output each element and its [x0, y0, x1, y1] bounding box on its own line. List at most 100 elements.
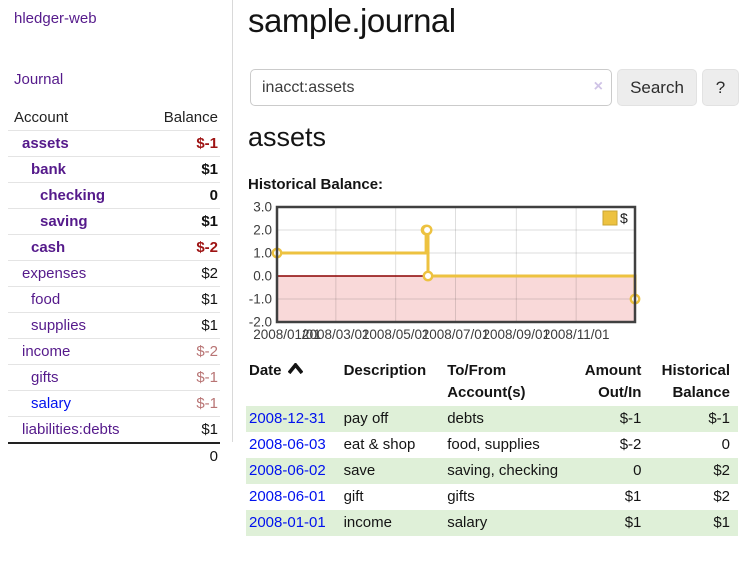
account-row: checking 0 — [8, 182, 220, 209]
account-row: saving $1 — [8, 208, 220, 235]
account-row: liabilities:debts $1 — [8, 416, 220, 443]
transaction-date-link[interactable]: 2008-06-03 — [249, 436, 326, 453]
account-link[interactable]: cash — [31, 239, 66, 256]
transaction-description: income — [343, 514, 392, 531]
account-link[interactable]: income — [22, 343, 71, 360]
register-table-body: 2008-12-31 pay off debts $-1 $-1 2008-06-03 ea… — [246, 406, 738, 536]
x-tick-label: 2008/01/01 — [253, 327, 321, 342]
transaction-balance: $1 — [713, 514, 730, 531]
search-input[interactable] — [250, 69, 612, 106]
transaction-accounts: debts — [447, 410, 484, 427]
account-link[interactable]: checking — [40, 187, 106, 204]
register-table: Date Description To/From Account(s) Amount Ou… — [246, 358, 738, 536]
legend-swatch — [602, 210, 618, 226]
x-tick-label: 2008/11/01 — [543, 327, 610, 342]
y-tick-label: -1.0 — [249, 292, 272, 307]
account-link[interactable]: supplies — [31, 317, 87, 334]
transaction-accounts: gifts — [447, 488, 475, 505]
negative-region — [277, 276, 635, 322]
account-row: supplies $1 — [8, 312, 220, 339]
account-row: assets $-1 — [8, 130, 220, 157]
register-header-description: Description — [343, 362, 427, 379]
account-balance: $1 — [144, 156, 220, 183]
account-balance: $1 — [144, 416, 220, 443]
account-link[interactable]: food — [31, 291, 61, 308]
nav-journal-link[interactable]: Journal — [14, 71, 64, 88]
main-content: sample.journal × Search ? assets Histori… — [246, 0, 742, 582]
transaction-balance: 0 — [721, 436, 730, 453]
transaction-balance: $2 — [713, 488, 730, 505]
account-row: salary $-1 — [8, 390, 220, 417]
transaction-date-link[interactable]: 2008-06-01 — [249, 488, 326, 505]
register-row: 2008-06-01 gift gifts $1 $2 — [246, 484, 738, 510]
transaction-amount: 0 — [633, 462, 642, 479]
account-row: expenses $2 — [8, 260, 220, 287]
transaction-amount: $-2 — [619, 436, 642, 453]
account-balance: $-1 — [144, 390, 220, 417]
accounts-table: Account Balance assets $-1 bank $1 checking 0… — [8, 105, 220, 469]
help-button[interactable]: ? — [702, 69, 739, 106]
account-link[interactable]: expenses — [22, 265, 87, 282]
y-tick-label: 0.0 — [253, 269, 272, 284]
account-link[interactable]: gifts — [31, 369, 59, 386]
x-tick-label: 2008/05/01 — [362, 327, 430, 342]
transaction-balance: $2 — [713, 462, 730, 479]
register-header-row: Date Description To/From Account(s) Amount Ou… — [246, 358, 738, 406]
account-balance: $-2 — [144, 234, 220, 261]
account-balance: $1 — [144, 286, 220, 313]
transaction-amount: $1 — [624, 514, 642, 531]
accounts-header-row: Account Balance — [8, 105, 220, 131]
transaction-description: gift — [343, 488, 364, 505]
transaction-accounts: food, supplies — [447, 436, 540, 453]
account-link[interactable]: saving — [40, 213, 88, 230]
x-tick-label: 2008/09/01 — [483, 327, 551, 342]
y-tick-label: 3.0 — [253, 202, 272, 215]
x-tick-label: 2008/03/01 — [302, 327, 370, 342]
transaction-balance: $-1 — [708, 410, 730, 427]
x-tick-label: 2008/07/01 — [422, 327, 490, 342]
y-tick-label: -2.0 — [249, 315, 272, 330]
account-balance: $2 — [144, 260, 220, 287]
accounts-header-account: Account — [14, 109, 69, 126]
account-balance: 0 — [144, 182, 220, 209]
account-balance: $-1 — [144, 130, 220, 157]
sort-ascending-icon[interactable] — [287, 363, 303, 374]
account-link[interactable]: liabilities:debts — [22, 421, 120, 438]
search-button[interactable]: Search — [617, 69, 697, 106]
account-link[interactable]: salary — [31, 395, 72, 412]
transaction-accounts: salary — [447, 514, 488, 531]
clear-search-icon[interactable]: × — [593, 78, 603, 95]
account-row: income $-2 — [8, 338, 220, 365]
transaction-amount: $1 — [624, 488, 642, 505]
transaction-date-link[interactable]: 2008-01-01 — [249, 514, 326, 531]
accounts-header-balance: Balance — [163, 109, 218, 126]
transaction-date-link[interactable]: 2008-06-02 — [249, 462, 326, 479]
y-tick-label: 2.0 — [253, 223, 272, 238]
transaction-accounts: saving, checking — [447, 462, 559, 479]
register-row: 2008-06-02 save saving, checking 0 $2 — [246, 458, 738, 484]
legend-label: $ — [620, 210, 628, 226]
account-balance: $1 — [144, 208, 220, 235]
chart-title: Historical Balance: — [248, 176, 384, 193]
accounts-table-body: assets $-1 bank $1 checking 0 saving $1 cash $-2 e… — [8, 130, 220, 469]
data-point — [421, 224, 433, 236]
account-row: food $1 — [8, 286, 220, 313]
transaction-amount: $-1 — [619, 410, 642, 427]
register-row: 2008-12-31 pay off debts $-1 $-1 — [246, 406, 738, 432]
accounts-total-row: 0 — [8, 442, 220, 469]
register-header-date[interactable]: Date — [246, 358, 344, 406]
transaction-description: pay off — [343, 410, 389, 427]
account-link[interactable]: assets — [22, 135, 69, 152]
account-link[interactable]: bank — [31, 161, 67, 178]
app-brand-link[interactable]: hledger-web — [14, 10, 97, 27]
plot-border — [275, 205, 637, 324]
y-tick-label: 1.0 — [253, 246, 272, 261]
search-form: × Search ? — [250, 69, 740, 106]
account-title: assets — [248, 122, 327, 152]
account-row: cash $-2 — [8, 234, 220, 261]
account-row: gifts $-1 — [8, 364, 220, 391]
account-balance: $-2 — [144, 338, 220, 365]
data-point — [422, 270, 434, 282]
register-header-amount: Amount Out/In — [584, 362, 642, 401]
transaction-date-link[interactable]: 2008-12-31 — [249, 410, 326, 427]
